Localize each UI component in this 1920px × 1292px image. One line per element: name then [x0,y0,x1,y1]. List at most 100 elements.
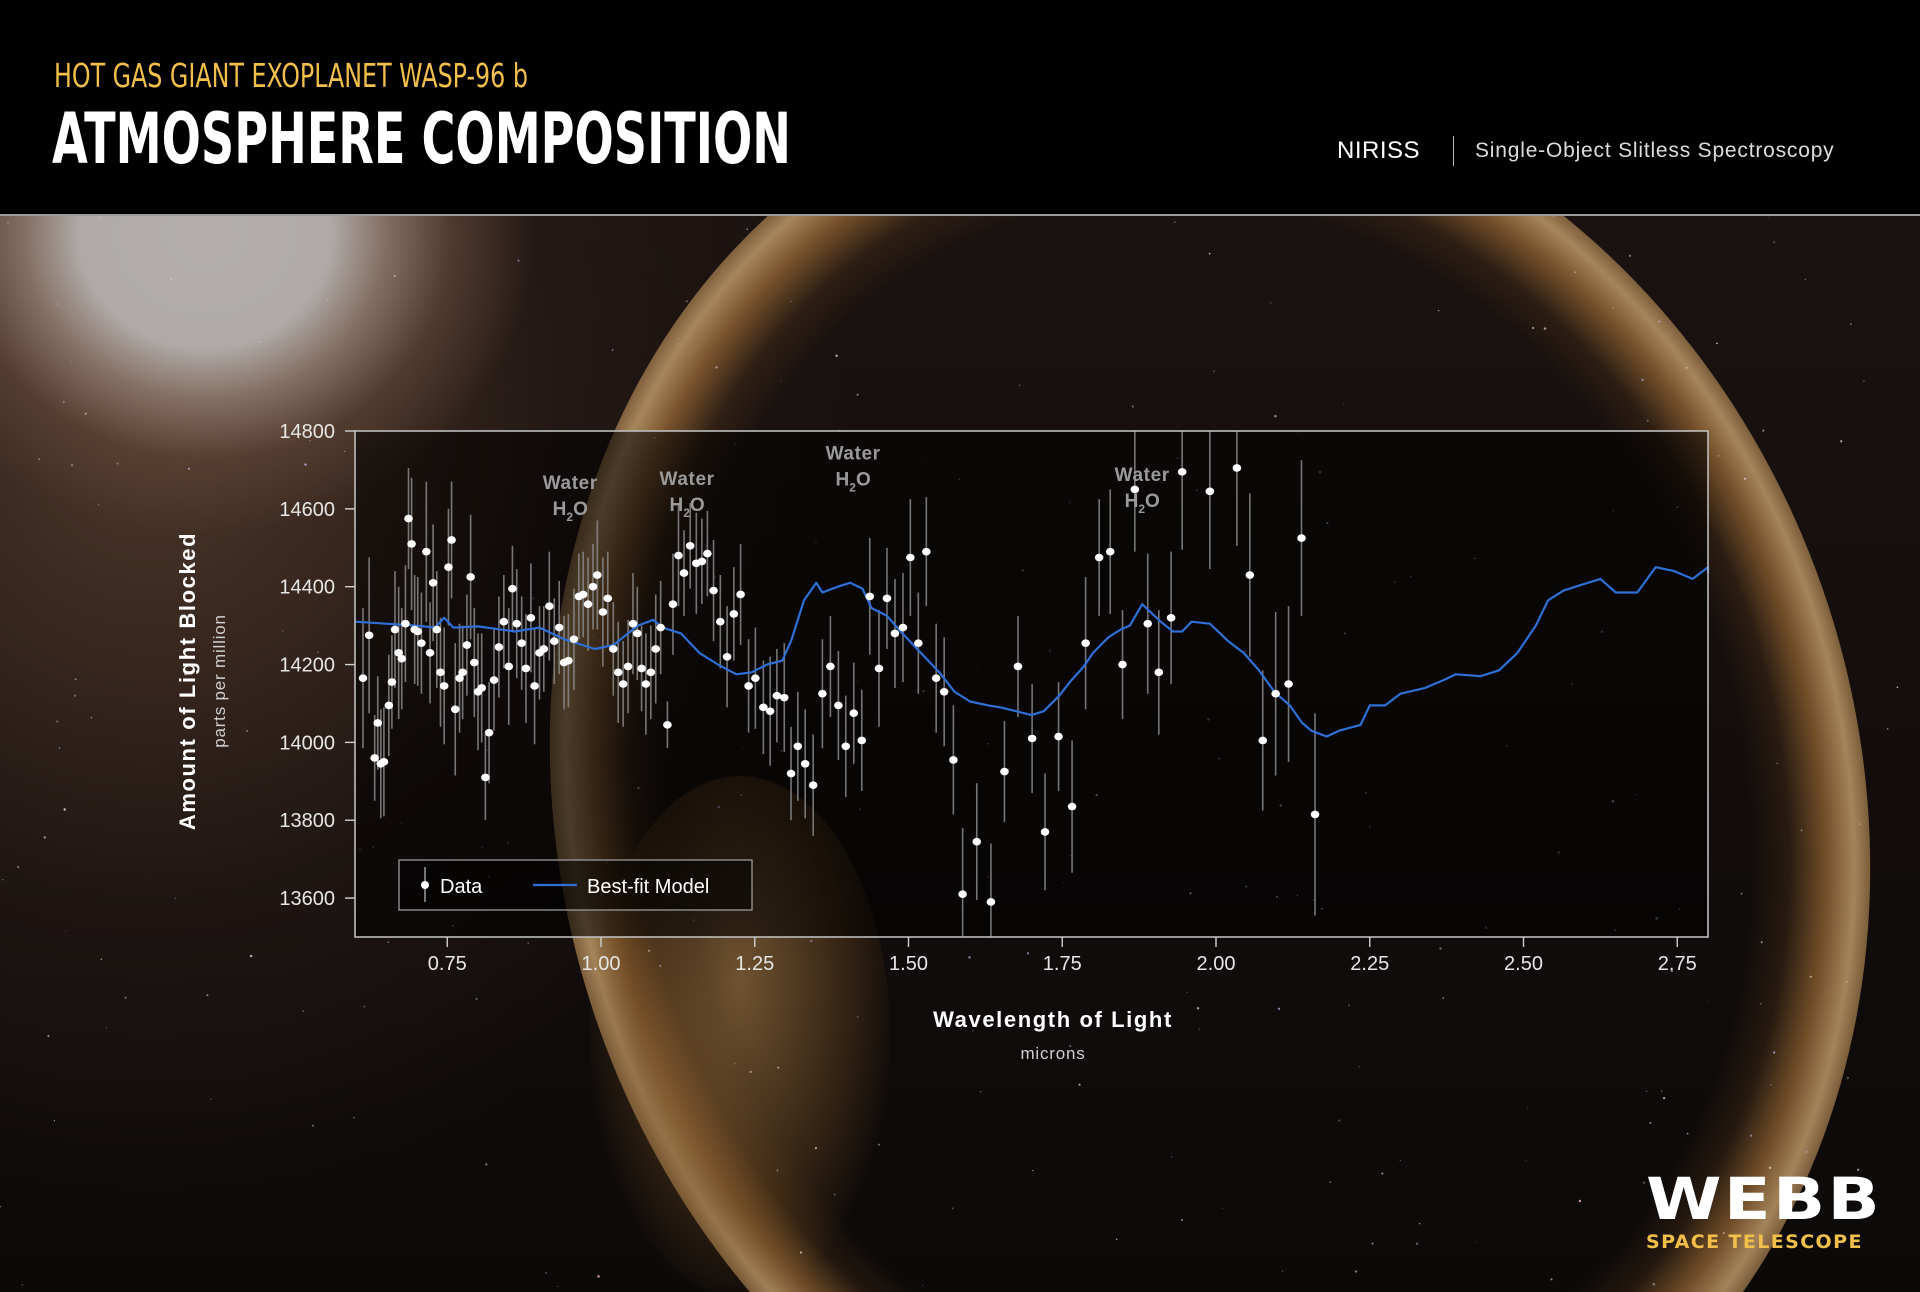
data-point [709,586,718,595]
data-point [1027,734,1037,743]
water-annotation: Water H2O [543,473,598,524]
data-point [857,736,867,745]
data-point [530,682,539,690]
data-point [484,728,494,737]
data-point [637,664,646,673]
svg-text:H2O: H2O [836,470,871,495]
data-point [436,668,445,677]
data-point [1310,810,1320,819]
data-point [874,664,884,673]
data-point [394,649,403,657]
data-point [674,551,683,560]
data-point [432,625,442,634]
water-annotations: Water H2O Water H2O Water H2O Water H2O [543,444,1170,524]
legend: Data Best-fit Model [398,859,753,911]
data-point [722,652,732,661]
data-point [593,571,602,579]
instrument-label: NIRISS [1337,137,1421,164]
data-point [450,705,460,714]
data-point [744,682,753,690]
data-point [466,573,475,581]
x-tick-label: 2.00 [1197,953,1236,975]
data-point [539,645,549,653]
x-tick-label: 2.75 [1658,953,1697,975]
data-point [865,592,875,601]
data-point [826,662,835,671]
data-point [613,668,623,677]
data-point [1040,828,1050,836]
data-point [569,635,579,644]
data-point [428,579,438,587]
y-tick-label: 14000 [279,732,335,754]
data-point [786,769,796,778]
svg-text:Water: Water [826,444,881,465]
subtitle: HOT GAS GIANT EXOPLANET WASP-96 b [54,56,528,95]
data-point [697,557,707,566]
data-point [1297,534,1306,542]
data-point [384,701,394,710]
data-point [397,654,407,663]
legend-data-label: Data [440,876,483,898]
data-point [972,837,982,846]
y-axis-label: Amount of Light Blocked [175,532,200,830]
data-point [623,662,633,671]
data-point [890,629,900,638]
data-point [668,600,678,609]
y-tick-label: 14400 [279,577,335,599]
data-point [736,590,745,599]
data-point [583,600,593,609]
data-point [632,629,642,638]
data-point [1232,464,1242,472]
data-point [422,547,431,556]
data-point [462,641,472,649]
data-point [370,754,379,762]
svg-text:Water: Water [1115,465,1170,486]
svg-text:Water: Water [660,469,715,490]
y-tick-label: 13800 [279,810,335,832]
data-point [564,656,573,665]
data-point [373,719,383,727]
data-point [646,668,656,677]
data-point [703,549,712,558]
data-point [1205,487,1215,496]
data-point [603,594,613,603]
webb-logo-tagline: SPACE TELESCOPE [1646,1231,1863,1253]
data-point [609,645,618,653]
data-point [447,536,456,544]
data-point [1105,547,1115,556]
data-point [1271,689,1280,698]
data-point [765,707,775,716]
data-point [793,742,803,751]
x-axis-ticks: 0.75 1.00 1.25 1.50 1.75 2.00 2.25 2.50 2.75 [428,937,1697,975]
data-point [1094,553,1104,562]
data-point [808,781,818,789]
y-tick-label: 13600 [279,888,335,910]
data-point [1166,614,1176,622]
data-point [759,703,768,712]
data-point [1177,468,1187,476]
x-tick-label: 2.25 [1350,953,1389,975]
data-point [656,623,665,632]
data-point [898,623,908,632]
x-tick-label: 1.50 [889,953,928,975]
data-point [458,668,467,677]
data-point [379,758,389,766]
data-point [526,614,536,622]
x-axis-unit: microns [1020,1044,1085,1063]
data-point [818,689,827,698]
water-annotation: Water H2O [826,444,881,495]
data-point [489,676,499,684]
data-point [390,625,400,634]
mode-label: Single-Object Slitless Spectroscopy [1475,139,1835,162]
legend-model-label: Best-fit Model [587,876,709,898]
x-tick-label: 0.75 [428,953,467,975]
svg-text:Water: Water [543,473,598,494]
data-point [549,637,559,645]
svg-text:H2O: H2O [553,499,588,524]
data-points [358,464,1320,906]
plot-frame [354,430,1709,938]
data-point [439,682,449,690]
water-annotation: Water H2O [660,469,715,520]
x-axis-label: Wavelength of Light [933,1007,1173,1032]
data-point [512,619,522,628]
